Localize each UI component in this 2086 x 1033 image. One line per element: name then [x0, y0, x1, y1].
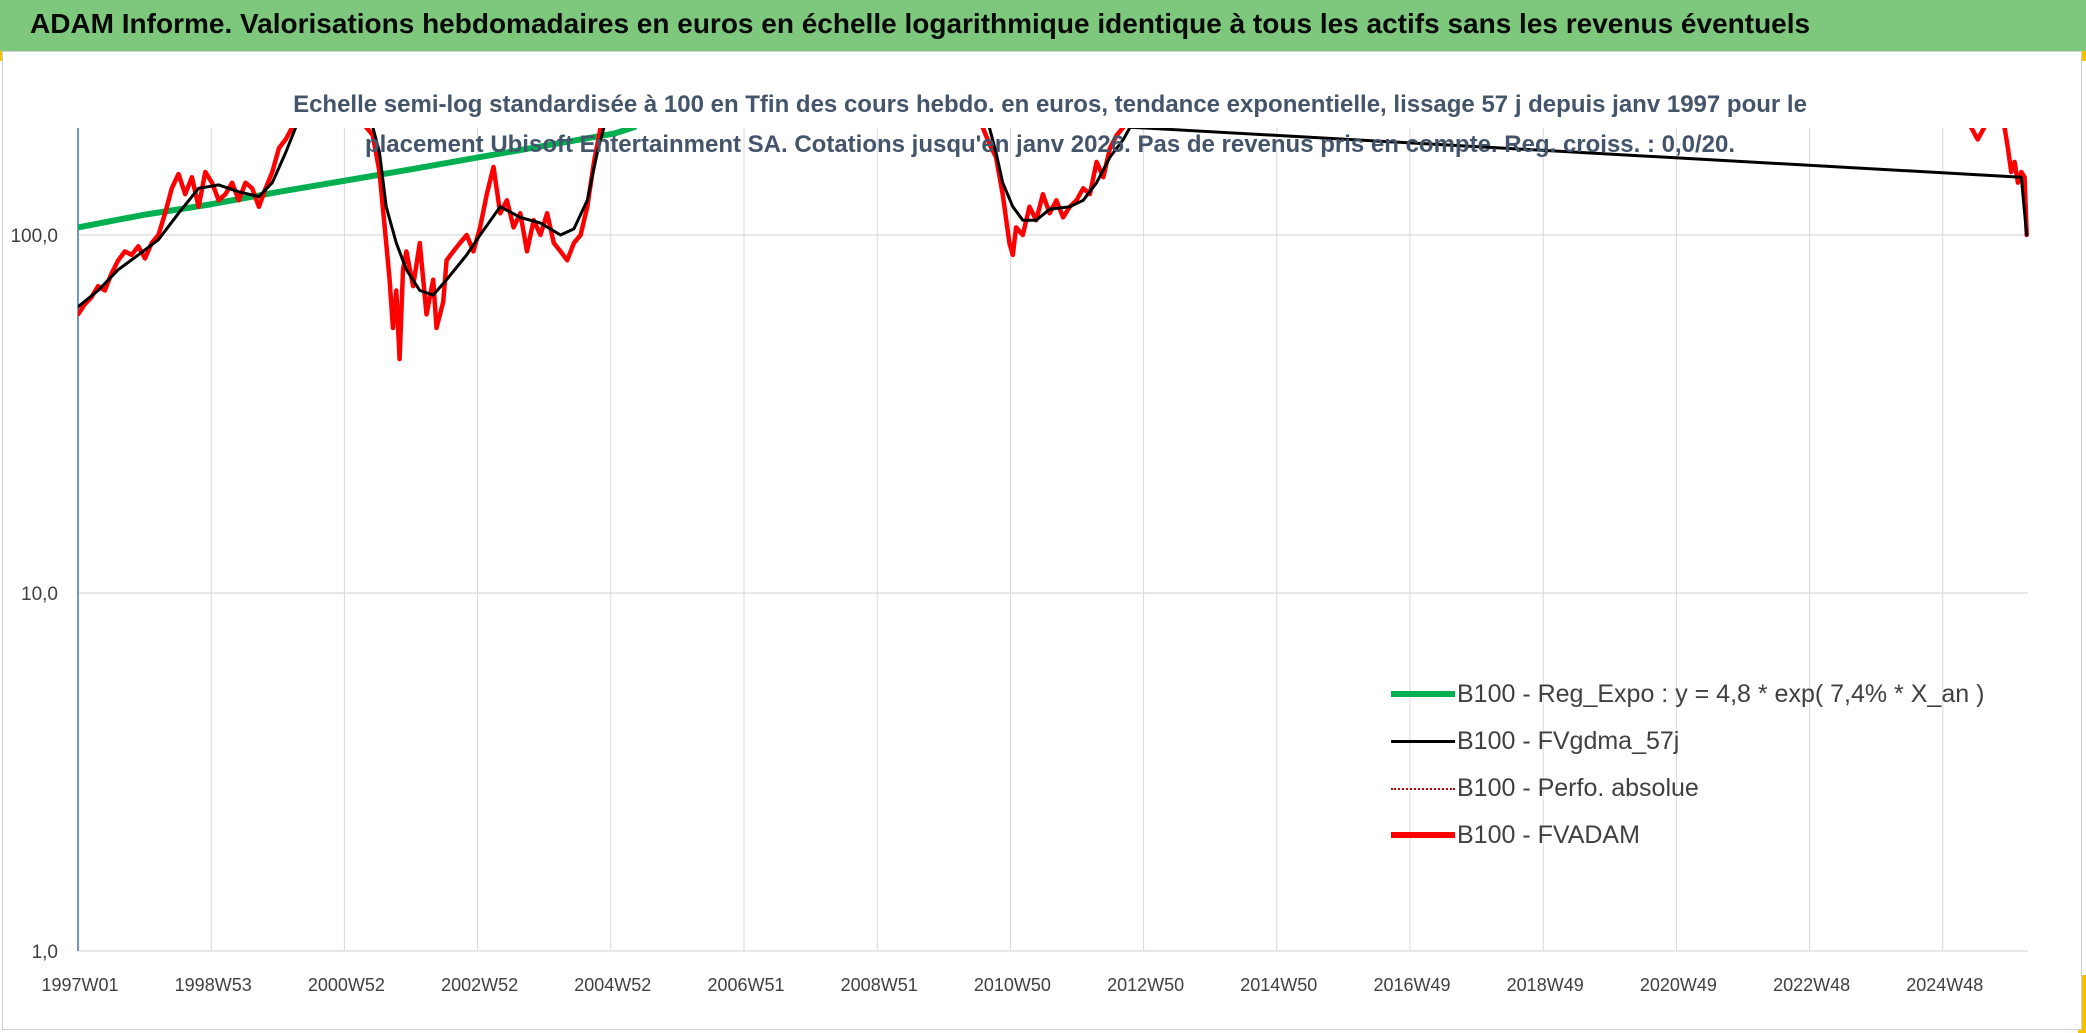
x-tick-label: 2008W51 — [841, 975, 918, 995]
x-tick-label: 2020W49 — [1640, 975, 1717, 995]
legend-label-reg: B100 - Reg_Expo : y = 4,8 * exp( 7,4% * … — [1457, 680, 1985, 708]
x-tick-label: 2022W48 — [1773, 975, 1850, 995]
x-tick-label: 2014W50 — [1240, 975, 1317, 995]
report-banner: ADAM Informe. Valorisations hebdomadaire… — [0, 0, 2086, 51]
chart-title-line-2: placement Ubisoft Entertainment SA. Cota… — [364, 131, 1736, 158]
legend-line-reg-icon — [1391, 691, 1455, 697]
series-line-fvadam — [2002, 128, 2029, 238]
y-tick-label: 10,0 — [21, 584, 58, 605]
x-tick-label: 2006W51 — [707, 975, 784, 995]
series-line-fvadam — [980, 128, 1126, 258]
series-line-fvadam — [78, 128, 295, 317]
series-line-fvgdma — [371, 128, 606, 297]
x-tick-label: 2018W49 — [1507, 975, 1584, 995]
series-line-fvgdma — [987, 128, 2029, 237]
legend-label-fvadam: B100 - FVADAM — [1457, 821, 1640, 849]
series-line-fvadam — [364, 128, 603, 362]
legend-label-perfo: B100 - Perfo. absolue — [1457, 774, 1699, 802]
x-tick-label: 1997W01 — [41, 975, 118, 995]
report-title: ADAM Informe. Valorisations hebdomadaire… — [30, 8, 1811, 39]
x-tick-label: 2010W50 — [974, 975, 1051, 995]
chart-title-line-1: Echelle semi-log standardisée à 100 en T… — [293, 91, 1807, 118]
x-tick-label: 1998W53 — [175, 975, 252, 995]
x-tick-label: 2000W52 — [308, 975, 385, 995]
x-tick-label: 2002W52 — [441, 975, 518, 995]
legend-label-fvgdma: B100 - FVgdma_57j — [1457, 727, 1680, 755]
x-tick-label: 2004W52 — [574, 975, 651, 995]
legend-line-fvadam-icon — [1391, 832, 1455, 838]
corner-marker-bottom-right — [2078, 975, 2086, 1033]
x-tick-label: 2016W49 — [1373, 975, 1450, 995]
legend-line-perfo-icon — [1391, 788, 1455, 790]
x-tick-label: 2012W50 — [1107, 975, 1184, 995]
x-tick-label: 2024W48 — [1906, 975, 1983, 995]
series-line-fvgdma — [78, 128, 298, 309]
y-tick-label: 100,0 — [10, 226, 58, 247]
y-tick-label: 1,0 — [32, 942, 58, 963]
series-line-fvadam — [1968, 128, 1987, 142]
legend-line-fvgdma-icon — [1391, 740, 1455, 743]
